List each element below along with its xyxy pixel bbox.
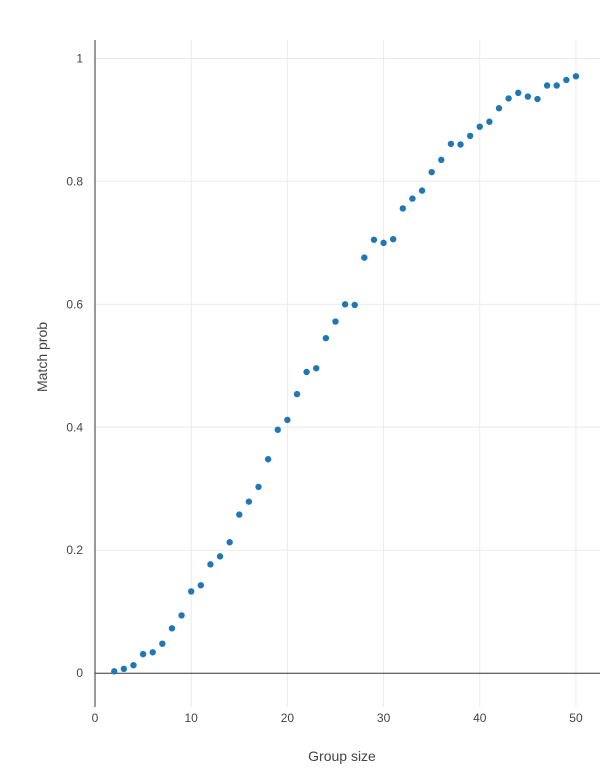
y-tick-label: 0	[76, 666, 83, 680]
data-point	[572, 73, 580, 80]
data-point	[399, 205, 407, 212]
data-point	[178, 612, 185, 619]
data-points	[111, 73, 580, 675]
y-tick-label: 0.2	[66, 543, 83, 557]
data-point	[524, 93, 532, 100]
data-point	[515, 89, 522, 97]
data-point	[149, 649, 156, 656]
data-point	[303, 368, 310, 376]
data-point	[447, 140, 455, 148]
data-point	[216, 553, 224, 560]
data-point	[553, 82, 560, 89]
data-point	[505, 95, 512, 102]
data-point	[341, 301, 349, 308]
data-point	[476, 123, 483, 130]
y-tick-label: 0.8	[66, 174, 83, 188]
data-point	[389, 235, 397, 243]
data-point	[236, 511, 243, 518]
data-point	[130, 661, 137, 669]
x-axis-title: Group size	[308, 748, 376, 764]
y-axis-title: Match prob	[34, 322, 50, 392]
data-point	[111, 668, 118, 675]
data-point	[418, 187, 426, 194]
data-point	[351, 301, 358, 309]
data-point	[543, 82, 551, 89]
data-point	[438, 156, 445, 164]
data-point	[226, 539, 233, 546]
data-point	[207, 561, 214, 568]
data-point	[370, 236, 378, 243]
data-point	[322, 334, 330, 342]
axes	[94, 40, 600, 707]
data-point	[380, 239, 387, 247]
data-point	[168, 625, 176, 632]
tick-labels: 0 10 20 30 40 50 0 0.2 0.4 0.6 0.8 1	[66, 51, 583, 725]
data-point	[486, 118, 493, 125]
data-point	[457, 141, 464, 148]
data-point	[274, 426, 281, 433]
data-point	[332, 318, 339, 325]
data-point	[255, 483, 262, 491]
data-point	[120, 665, 128, 673]
data-point	[187, 588, 195, 595]
x-tick-label: 20	[281, 711, 295, 725]
data-point	[428, 168, 435, 176]
data-point	[264, 456, 272, 463]
grid-lines	[95, 40, 600, 707]
data-point	[293, 390, 301, 398]
data-point	[534, 95, 541, 103]
x-tick-label: 50	[569, 711, 583, 725]
data-point	[139, 650, 147, 658]
data-point	[284, 416, 291, 424]
x-tick-label: 10	[185, 711, 199, 725]
y-tick-label: 0.4	[66, 420, 83, 434]
data-point	[409, 195, 416, 202]
data-point	[495, 105, 503, 112]
x-tick-label: 0	[92, 711, 99, 725]
x-tick-label: 40	[473, 711, 487, 725]
data-point	[361, 254, 368, 261]
data-point	[466, 132, 474, 140]
y-tick-label: 0.6	[66, 297, 83, 311]
y-tick-label: 1	[76, 51, 83, 65]
data-point	[159, 640, 166, 647]
data-point	[313, 365, 320, 372]
data-point	[197, 582, 205, 589]
data-point	[563, 76, 570, 84]
x-tick-label: 30	[377, 711, 391, 725]
data-point	[245, 498, 253, 505]
